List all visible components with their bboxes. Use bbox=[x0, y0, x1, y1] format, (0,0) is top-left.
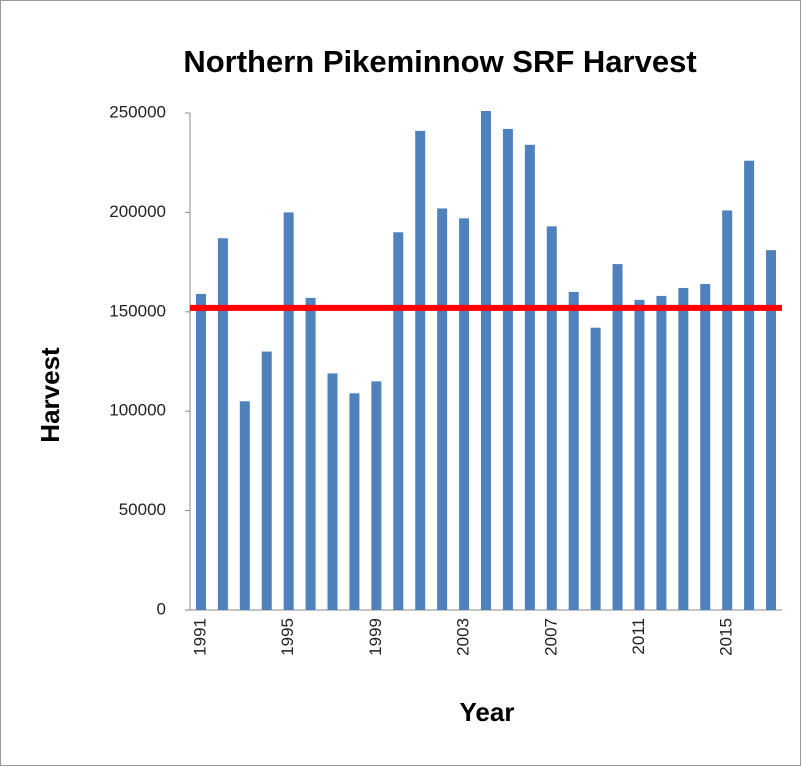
x-tick-label: 2011 bbox=[629, 618, 648, 655]
bar bbox=[612, 264, 623, 610]
bar bbox=[481, 111, 491, 611]
bar bbox=[371, 381, 382, 610]
y-tick-label: 100000 bbox=[109, 401, 166, 420]
bar bbox=[217, 238, 228, 610]
bar bbox=[722, 210, 733, 611]
bar bbox=[283, 212, 294, 610]
y-tick-label: 150000 bbox=[109, 301, 166, 320]
bar bbox=[437, 208, 448, 610]
y-axis-label: Harvest bbox=[35, 347, 65, 443]
bar bbox=[524, 144, 535, 611]
x-tick-label: 2015 bbox=[717, 618, 736, 656]
bar bbox=[678, 287, 689, 610]
bar bbox=[415, 130, 426, 610]
x-tick-label: 1999 bbox=[366, 618, 385, 656]
bar bbox=[459, 218, 470, 610]
x-tick-label: 1991 bbox=[190, 618, 209, 656]
bar bbox=[700, 283, 711, 610]
bar bbox=[261, 351, 272, 610]
bar bbox=[656, 295, 667, 610]
x-axis-label: Year bbox=[460, 697, 515, 727]
y-tick-label: 0 bbox=[157, 599, 166, 618]
x-tick-label: 2003 bbox=[454, 618, 473, 656]
bar bbox=[546, 226, 557, 611]
bar bbox=[634, 299, 645, 610]
bar bbox=[305, 297, 316, 610]
bar bbox=[195, 293, 206, 610]
x-tick-label: 1995 bbox=[278, 618, 297, 656]
y-tick-label: 250000 bbox=[109, 102, 166, 121]
bar bbox=[590, 327, 601, 610]
bar bbox=[502, 128, 513, 611]
bar bbox=[349, 393, 360, 610]
bar bbox=[327, 373, 338, 610]
bar bbox=[568, 291, 579, 610]
bar bbox=[239, 401, 250, 610]
chart-title: Northern Pikeminnow SRF Harvest bbox=[183, 44, 696, 79]
bar bbox=[393, 232, 404, 610]
y-tick-label: 200000 bbox=[109, 202, 166, 221]
bar bbox=[744, 160, 755, 610]
x-tick-label: 2007 bbox=[541, 618, 560, 656]
bar bbox=[766, 250, 777, 610]
y-tick-label: 50000 bbox=[119, 500, 166, 519]
